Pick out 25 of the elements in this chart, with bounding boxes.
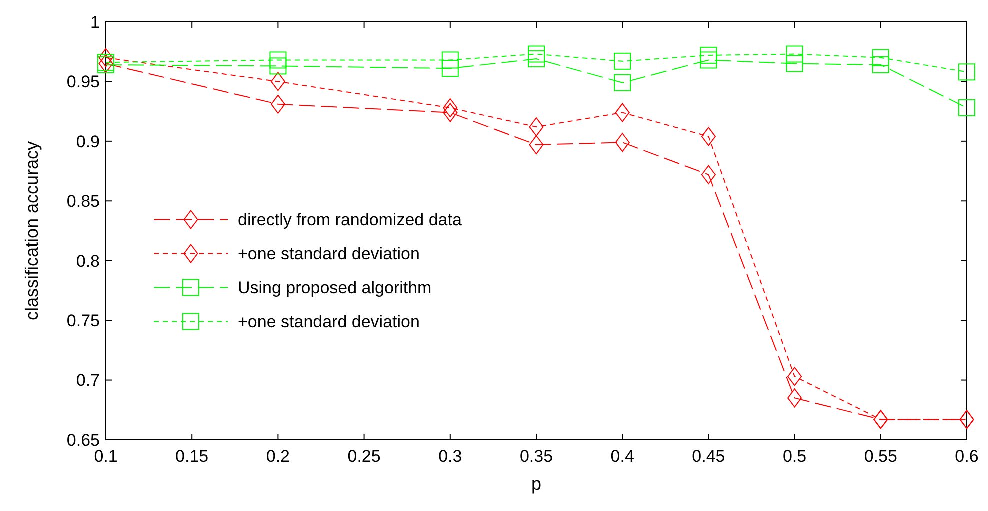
y-tick-label: 0.85 — [66, 192, 100, 212]
legend-label: directly from randomized data — [238, 210, 462, 230]
x-tick-label: 0.15 — [176, 447, 209, 466]
x-tick-label: 0.55 — [864, 447, 898, 466]
y-tick-label: 0.7 — [76, 371, 100, 390]
y-tick-label: 0.65 — [66, 430, 100, 450]
y-tick-label: 0.8 — [76, 252, 100, 271]
y-tick-label: 0.95 — [66, 72, 100, 92]
legend-label: +one standard deviation — [238, 244, 420, 264]
x-tick-label: 0.45 — [692, 447, 726, 466]
x-tick-label: 0.35 — [520, 447, 554, 466]
y-tick-label: 0.75 — [66, 312, 100, 331]
x-axis-title: p — [531, 474, 542, 494]
x-tick-label: 0.2 — [266, 447, 290, 466]
y-tick-label: 1 — [90, 12, 100, 32]
x-tick-label: 0.1 — [94, 447, 118, 466]
y-tick-label: 0.9 — [76, 132, 100, 152]
x-tick-label: 0.4 — [610, 447, 634, 466]
x-tick-label: 0.6 — [955, 447, 979, 466]
y-axis-title: classification accuracy — [22, 141, 42, 321]
legend-label: Using proposed algorithm — [238, 278, 432, 298]
x-tick-label: 0.25 — [348, 447, 381, 466]
x-tick-label: 0.5 — [782, 447, 807, 466]
x-tick-label: 0.3 — [438, 447, 462, 466]
legend-label: +one standard deviation — [238, 312, 420, 332]
